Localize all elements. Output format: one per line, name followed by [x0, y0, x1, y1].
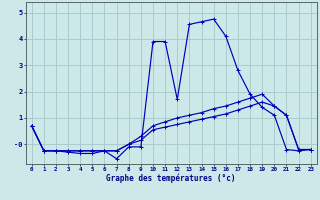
- X-axis label: Graphe des températures (°c): Graphe des températures (°c): [107, 173, 236, 183]
